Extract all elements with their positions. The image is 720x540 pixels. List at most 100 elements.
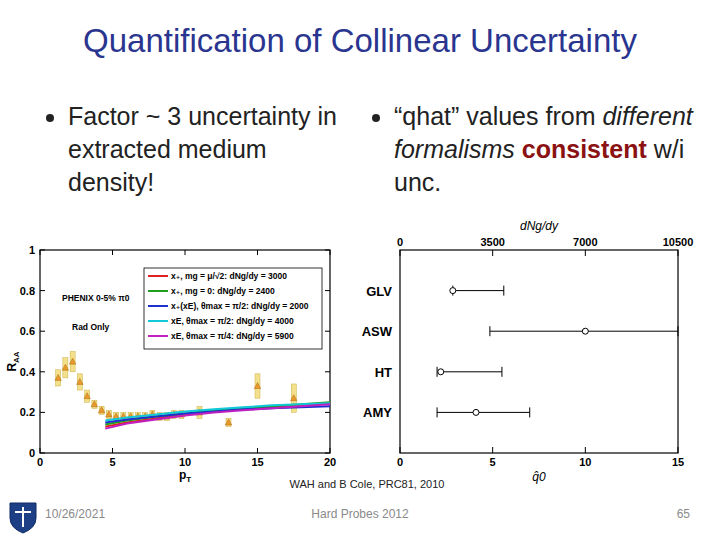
range-cap — [678, 326, 679, 336]
y-tick-label: 0.2 — [20, 406, 35, 418]
legend-swatch — [148, 275, 168, 277]
legend-entry: xE, θmax = π/4: dNg/dy = 5900 — [171, 331, 294, 341]
category-label: ASW — [362, 324, 393, 339]
label-sub: AA — [12, 351, 21, 363]
error-bar — [63, 358, 68, 378]
x-axis-label: pT — [179, 468, 191, 484]
data-label: PHENIX 0-5% π0 — [62, 293, 130, 303]
error-bar — [85, 390, 90, 402]
plot-marks — [437, 286, 678, 418]
footer-conference: Hard Probes 2012 — [0, 507, 720, 521]
range-bar — [437, 367, 502, 377]
x2-tick — [585, 250, 586, 256]
x-tick — [40, 448, 41, 453]
x-tick — [112, 250, 113, 255]
x-axis-label: q̂0 — [532, 470, 546, 484]
range-line — [437, 371, 502, 372]
x-tick — [585, 447, 586, 453]
y-tick — [40, 331, 45, 332]
legend-box — [144, 268, 322, 349]
y-tick-label: 0.4 — [20, 366, 36, 378]
legend-swatch — [148, 335, 168, 337]
logo — [10, 503, 36, 533]
y-tick-label: 0 — [29, 447, 35, 459]
x-tick-label: 10 — [179, 456, 191, 468]
legend-swatch — [148, 320, 168, 322]
category-label: HT — [375, 365, 392, 380]
bullet-item: “qhat” values from different formalisms … — [394, 100, 706, 199]
x2-tick — [400, 250, 401, 256]
plot-marks — [55, 352, 330, 429]
y-tick — [40, 250, 45, 251]
x-tick-label: 15 — [672, 456, 684, 468]
error-bar — [255, 374, 260, 398]
label-sub: T — [186, 475, 191, 484]
x2-tick-label: 10500 — [663, 236, 694, 248]
x2-tick-label: 0 — [397, 236, 403, 248]
bullet-list: “qhat” values from different formalisms … — [366, 100, 706, 199]
legend: x₊, mg = μ/√2: dNg/dy = 3000x₊, mg = 0: … — [144, 268, 322, 349]
data-point — [77, 378, 83, 384]
x-tick — [400, 447, 401, 453]
range-line — [453, 290, 504, 291]
x-tick — [330, 448, 331, 453]
error-bar — [226, 418, 231, 426]
x-tick — [112, 448, 113, 453]
label-main: R — [5, 363, 19, 372]
bullet-list: Factor ~ 3 uncertainty in extracted medi… — [40, 100, 340, 199]
y-tick — [40, 371, 45, 372]
y-tick — [40, 453, 45, 454]
x-tick — [185, 250, 186, 255]
bullet-item: Factor ~ 3 uncertainty in extracted medi… — [68, 100, 340, 199]
category-label: GLV — [366, 284, 392, 299]
chart-qhat: 05101503500700010500q̂0dNg/dyGLVASWHTAMY — [362, 219, 694, 484]
x-tick — [40, 250, 41, 255]
charts: WAH and B Cole, PRC81, 201000.20.40.60.8… — [0, 0, 720, 540]
y-tick — [325, 331, 330, 332]
x-tick-label: 20 — [324, 456, 336, 468]
curve — [105, 404, 330, 428]
x2-tick — [492, 250, 493, 256]
bullet-right: “qhat” values from different formalisms … — [366, 100, 706, 199]
x-tick-label: 0 — [397, 456, 403, 468]
range-bar — [490, 326, 678, 336]
central-value — [438, 369, 444, 375]
data-point — [254, 383, 260, 389]
x-tick — [185, 448, 186, 453]
data-point — [69, 358, 75, 364]
bullet-text: Factor ~ 3 uncertainty in extracted medi… — [68, 102, 337, 196]
data-point — [55, 374, 61, 380]
central-value — [450, 288, 456, 294]
y-tick — [325, 412, 330, 413]
label-main: p — [179, 468, 186, 482]
legend-entry: x₊, mg = 0: dNg/dy = 2400 — [171, 286, 275, 296]
error-bar — [56, 370, 61, 386]
bullet-left: Factor ~ 3 uncertainty in extracted medi… — [40, 100, 340, 199]
slide-title: Quantification of Collinear Uncertainty — [0, 22, 720, 60]
citation: WAH and B Cole, PRC81, 2010 — [290, 478, 445, 490]
x2-axis-label: dNg/dy — [520, 219, 559, 233]
y-tick — [325, 290, 330, 291]
range-cap — [489, 326, 490, 336]
range-bar — [437, 407, 530, 417]
x-tick — [492, 447, 493, 453]
x-tick — [678, 447, 679, 453]
x-tick-label: 0 — [37, 456, 43, 468]
central-value — [473, 409, 479, 415]
data-point — [225, 419, 231, 425]
bullet-text: consistent — [522, 135, 647, 163]
x2-tick-label: 3500 — [480, 236, 504, 248]
data-point — [291, 395, 297, 401]
legend-entry: xE, θmax = π/2: dNg/dy = 4000 — [171, 316, 294, 326]
x-tick — [257, 250, 258, 255]
y-tick-label: 1 — [29, 244, 35, 256]
data-point — [91, 401, 97, 407]
range-line — [437, 412, 530, 413]
chart-raa: 00.20.40.60.8105101520pTRAAPHENIX 0-5% π… — [5, 244, 336, 484]
y-tick-label: 0.8 — [20, 285, 35, 297]
y-tick — [325, 371, 330, 372]
central-value — [582, 328, 588, 334]
logo-cross — [15, 507, 31, 527]
data-point — [84, 393, 90, 399]
error-bar — [106, 410, 111, 418]
